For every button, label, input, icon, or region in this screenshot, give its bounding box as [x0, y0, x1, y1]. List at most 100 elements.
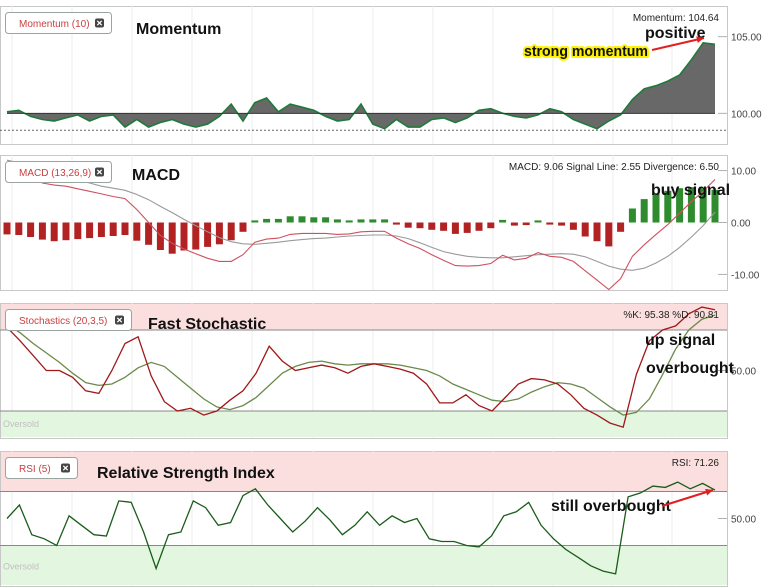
histogram-bar: [333, 219, 341, 223]
oversold-zone: [1, 545, 727, 585]
indicator-label-pill: Stochastics (20,3,5): [5, 309, 132, 331]
oversold-zone-label: Oversold: [3, 419, 39, 429]
histogram-bar: [15, 222, 23, 235]
momentum-line: [6, 41, 716, 130]
annotation-strong-momentum: strong momentum: [524, 43, 648, 60]
stochastic-d-line: [6, 314, 716, 416]
y-tick-label: 100.00: [731, 109, 762, 120]
indicator-label: RSI (5): [19, 464, 51, 475]
histogram-bar: [510, 222, 518, 226]
histogram-bar: [156, 222, 164, 250]
histogram-bar: [62, 222, 70, 241]
y-tick-label: 50.00: [731, 515, 756, 526]
histogram-bar: [27, 222, 35, 237]
y-tick-label: -10.00: [731, 270, 760, 281]
indicator-label: MACD (13,26,9): [19, 168, 91, 179]
histogram-bar: [109, 222, 117, 236]
histogram-bar: [298, 216, 306, 223]
close-icon-glyph: [96, 169, 103, 175]
y-tick-label: 50.00: [731, 367, 756, 378]
histogram-bar: [581, 222, 589, 237]
indicator-readout: Momentum: 104.64: [633, 13, 720, 24]
indicator-readout: %K: 95.38 %D: 90.81: [623, 310, 719, 321]
histogram-bar: [687, 187, 695, 223]
histogram-bar: [215, 222, 223, 245]
histogram-bar: [322, 217, 330, 223]
histogram-bar: [451, 222, 459, 234]
histogram-bar: [499, 219, 507, 223]
histogram-bar: [534, 220, 542, 223]
indicator-readout: MACD: 9.06 Signal Line: 2.55 Divergence:…: [509, 162, 720, 173]
signal-line: [6, 159, 716, 271]
chart-title: Momentum: [136, 21, 221, 38]
histogram-bar: [617, 222, 625, 232]
histogram-bar: [227, 222, 235, 241]
histogram-bar: [440, 222, 448, 231]
histogram-bar: [676, 188, 684, 223]
stochastic-k-line: [6, 306, 716, 429]
histogram-bar: [38, 222, 46, 240]
annotation-arrow-head: [705, 488, 713, 496]
histogram-bar: [463, 222, 471, 233]
oversold-zone-label: Oversold: [3, 562, 39, 572]
indicator-pill-box: [5, 457, 78, 479]
histogram-bar: [239, 222, 247, 232]
histogram-bar: [640, 199, 648, 223]
histogram-bar: [593, 222, 601, 242]
histogram-bar: [546, 222, 554, 225]
histogram-bar: [699, 188, 707, 223]
histogram-bar: [286, 216, 294, 223]
rsi-line: [6, 481, 716, 575]
histogram-bar: [628, 208, 636, 223]
histogram-bar: [475, 222, 483, 231]
indicator-label: Stochastics (20,3,5): [19, 316, 107, 327]
annotation-arrow-head: [696, 36, 704, 44]
histogram-bar: [487, 222, 495, 229]
histogram-bar: [357, 219, 365, 223]
histogram-bar: [345, 220, 353, 223]
panel-2: 10.00 0.00 -10.00 MACD: 9.06 Signal Line: 2…: [0, 155, 760, 291]
overbought-zone: [1, 452, 727, 492]
histogram-bar: [74, 222, 82, 240]
histogram-bar: [133, 222, 141, 241]
histogram-bar: [392, 222, 400, 225]
histogram-bar: [428, 222, 436, 230]
histogram-bar: [50, 222, 58, 242]
histogram-bar: [522, 222, 530, 226]
y-tick-label: 10.00: [731, 167, 756, 178]
annotation-arrow: [651, 37, 705, 51]
annotation-positive: positive: [645, 25, 706, 42]
histogram-bar: [3, 222, 11, 235]
annotation-still-overbought: still overbought: [551, 498, 672, 515]
histogram-bar: [310, 217, 318, 223]
histogram-bar: [86, 222, 94, 239]
indicator-label-pill: RSI (5): [5, 457, 78, 479]
histogram-bar: [558, 222, 566, 226]
close-icon-glyph: [96, 20, 103, 26]
annotation-buy-signal: buy signal: [651, 182, 730, 199]
histogram-bar: [605, 222, 613, 247]
oversold-zone: [1, 411, 727, 437]
histogram-bar: [168, 222, 176, 254]
momentum-area: [7, 42, 715, 129]
histogram-bar: [97, 222, 105, 237]
histogram-bar: [404, 222, 412, 228]
indicator-label: Momentum (10): [19, 19, 90, 30]
histogram-bar: [381, 219, 389, 223]
histogram-bar: [192, 222, 200, 250]
macd-line: [6, 164, 716, 291]
histogram-bar: [145, 222, 153, 245]
indicator-readout: RSI: 71.26: [672, 458, 720, 469]
histogram-bar: [711, 189, 719, 223]
chart-title: Relative Strength Index: [97, 465, 275, 482]
histogram-bar: [274, 218, 282, 223]
annotation-arrow: [661, 489, 714, 507]
close-icon-glyph: [116, 317, 123, 323]
close-icon-glyph: [62, 465, 69, 471]
histogram-bar: [664, 190, 672, 223]
histogram-bar: [121, 222, 129, 235]
panel-1: 100.00 105.00 Momentum: 104.64 Momentum (10…: [0, 6, 762, 145]
indicator-label-pill: MACD (13,26,9): [5, 161, 112, 183]
histogram-bar: [569, 222, 577, 230]
